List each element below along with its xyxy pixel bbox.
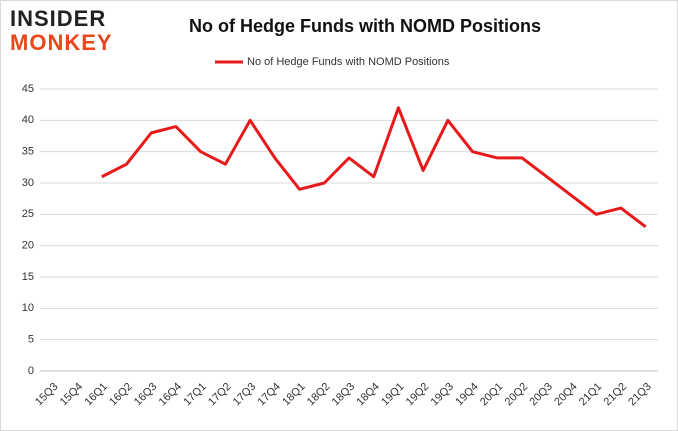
logo-line1: INSIDER: [10, 6, 106, 31]
line-series: [101, 106, 647, 229]
legend-label: No of Hedge Funds with NOMD Positions: [247, 56, 450, 68]
y-tick-label: 20: [22, 240, 34, 252]
y-tick-label: 5: [28, 334, 34, 346]
logo-line2: MONKEY: [10, 30, 113, 55]
y-tick-label: 0: [28, 365, 34, 377]
y-tick-label: 45: [22, 83, 34, 95]
y-tick-label: 15: [22, 271, 34, 283]
y-tick-label: 25: [22, 208, 34, 220]
y-tick-label: 40: [22, 114, 34, 126]
y-tick-label: 10: [22, 302, 34, 314]
chart-title: No of Hedge Funds with NOMD Positions: [189, 16, 541, 36]
y-tick-label: 35: [22, 146, 34, 158]
y-tick-label: 30: [22, 177, 34, 189]
